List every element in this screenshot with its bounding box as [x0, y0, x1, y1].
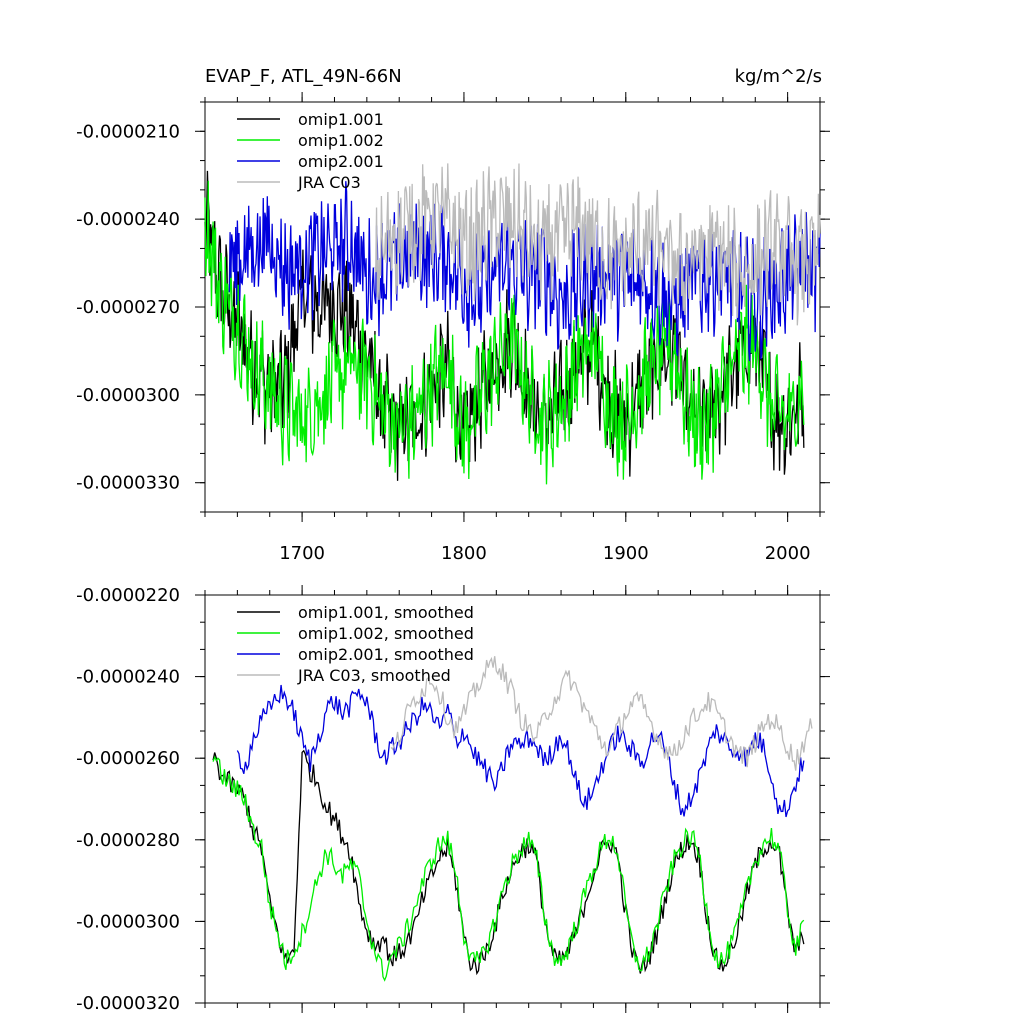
y-tick-label: -0.0000210: [76, 121, 180, 142]
y-tick-label: -0.0000220: [76, 585, 180, 606]
legend-label: omip2.001: [298, 152, 384, 171]
series-line-3: [236, 684, 805, 818]
legend-label: JRA C03: [297, 173, 361, 192]
x-tick-label: 1900: [603, 543, 649, 564]
y-tick-label: -0.0000320: [76, 993, 180, 1014]
units-label: kg/m^2/s: [735, 66, 822, 87]
series-line-1: [212, 749, 805, 976]
series-line-4: [374, 163, 821, 326]
series-line-3: [228, 181, 821, 362]
y-tick-label: -0.0000280: [76, 830, 180, 851]
chart-title: EVAP_F, ATL_49N-66N: [205, 66, 402, 87]
legend-label: JRA C03, smoothed: [297, 666, 451, 685]
x-tick-label: 1700: [279, 543, 325, 564]
series-line-4: [390, 656, 813, 771]
bottom-panel: -0.0000220 -0.0000240 -0.0000260 -0.0000280…: [76, 585, 830, 1014]
legend-label: omip1.001, smoothed: [298, 603, 474, 622]
x-tick-label: 1800: [441, 543, 487, 564]
y-tick-label: -0.0000300: [76, 385, 180, 406]
y-tick-label: -0.0000330: [76, 473, 180, 494]
y-tick-label: -0.0000240: [76, 667, 180, 688]
legend-label: omip1.001: [298, 110, 384, 129]
series-line-2: [212, 755, 805, 982]
plot-frame: [204, 594, 821, 1004]
legend-label: omip1.002: [298, 131, 384, 150]
legend-label: omip2.001, smoothed: [298, 645, 474, 664]
y-tick-label: -0.0000240: [76, 209, 180, 230]
y-tick-label: -0.0000260: [76, 748, 180, 769]
series-line-2: [204, 180, 805, 485]
legend-label: omip1.002, smoothed: [298, 624, 474, 643]
y-tick-label: -0.0000270: [76, 297, 180, 318]
top-panel: -0.0000210 -0.0000240 -0.0000270 -0.0000300…: [76, 92, 830, 564]
y-tick-label: -0.0000300: [76, 911, 180, 932]
x-tick-label: 2000: [765, 543, 811, 564]
